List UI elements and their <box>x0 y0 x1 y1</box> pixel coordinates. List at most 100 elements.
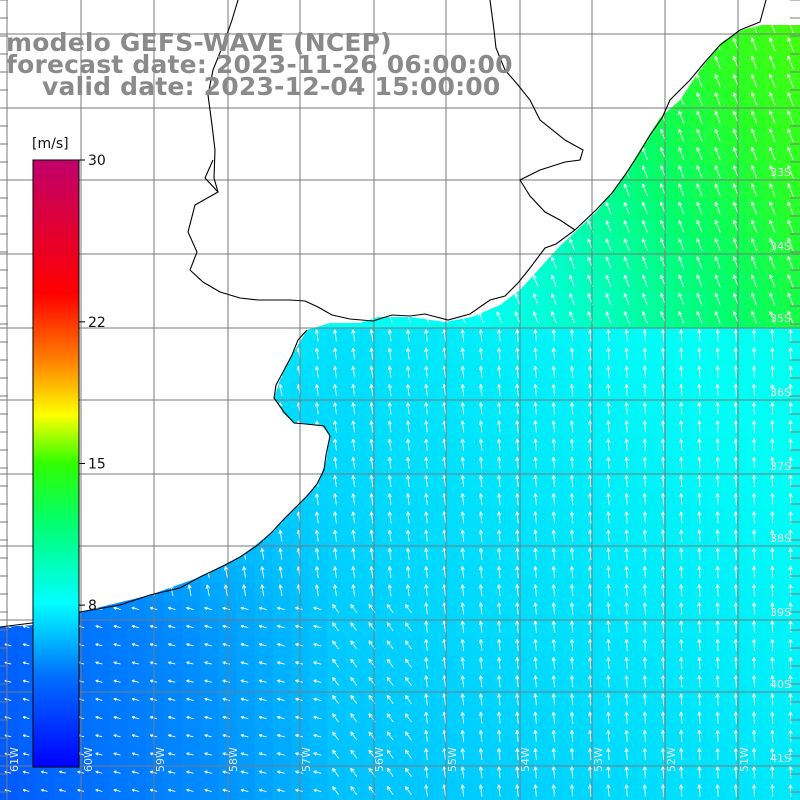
field-cell <box>182 764 201 784</box>
field-cell <box>709 746 729 765</box>
field-cell <box>455 455 474 474</box>
field-cell <box>509 655 529 674</box>
field-cell <box>455 728 474 747</box>
wind-arrow <box>423 293 430 305</box>
wind-arrow <box>460 711 465 724</box>
field-cell <box>473 673 492 693</box>
field-cell <box>691 200 711 219</box>
field-cell <box>764 600 784 620</box>
field-cell <box>418 436 438 456</box>
field-cell <box>418 655 438 674</box>
wind-arrow <box>350 165 357 178</box>
field-cell <box>345 782 365 800</box>
wind-arrow <box>150 238 157 251</box>
field-cell <box>309 273 329 292</box>
wind-arrow <box>606 675 611 688</box>
wind-arrow <box>459 202 466 215</box>
wind-arrow <box>242 438 247 451</box>
wind-arrow <box>478 675 484 688</box>
field-cell <box>127 709 147 729</box>
field-cell <box>182 0 201 19</box>
field-cell <box>691 309 711 329</box>
field-cell <box>673 455 693 474</box>
wind-arrow <box>569 584 575 597</box>
wind-arrow <box>23 202 29 215</box>
wind-arrow <box>186 770 194 774</box>
field-cell <box>254 509 274 529</box>
lon-label: 51W <box>738 747 751 772</box>
field-cell <box>564 546 583 565</box>
field-cell <box>382 509 401 529</box>
wind-arrow <box>259 202 266 215</box>
wind-arrow <box>788 748 793 761</box>
field-cell <box>291 728 310 747</box>
wind-arrow <box>131 734 139 738</box>
wind-arrow <box>424 584 429 597</box>
wind-arrow <box>678 201 685 215</box>
field-cell <box>182 455 201 474</box>
field-cell <box>327 145 347 165</box>
wind-arrow <box>333 547 338 560</box>
field-cell <box>509 345 529 365</box>
wind-arrow <box>606 748 611 761</box>
wind-arrow <box>424 365 429 378</box>
wind-arrow <box>223 493 229 506</box>
lat-label: 41S <box>770 752 791 765</box>
field-cell <box>618 200 638 219</box>
field-cell <box>491 655 511 674</box>
field-cell <box>382 145 401 165</box>
wind-arrow <box>697 729 702 742</box>
wind-arrow <box>606 784 611 797</box>
field-cell <box>236 400 256 420</box>
field-cell <box>182 582 201 602</box>
wind-arrow <box>642 25 648 33</box>
field-cell <box>746 746 765 765</box>
wind-arrow <box>496 202 503 215</box>
field-cell <box>728 655 747 674</box>
wind-arrow <box>405 402 411 415</box>
wind-arrow <box>478 529 484 542</box>
field-cell <box>673 691 693 711</box>
field-cell <box>637 728 656 747</box>
lat-label: 33S <box>770 166 791 179</box>
field-cell <box>673 473 693 492</box>
field-cell <box>0 0 19 19</box>
field-cell <box>546 418 565 438</box>
wind-arrow <box>258 770 267 774</box>
wind-arrow <box>168 715 176 720</box>
wind-arrow <box>769 128 776 143</box>
wind-arrow <box>460 420 465 433</box>
wind-arrow <box>167 606 176 610</box>
wind-arrow <box>787 25 794 34</box>
field-cell <box>182 182 201 201</box>
field-cell <box>527 109 547 128</box>
field-cell <box>200 728 219 747</box>
field-cell <box>637 200 656 219</box>
field-cell <box>163 327 183 347</box>
wind-arrow <box>296 293 302 305</box>
field-cell <box>600 418 620 438</box>
field-cell <box>236 109 256 128</box>
wind-arrow <box>204 715 212 720</box>
field-cell <box>163 655 183 674</box>
wind-arrow <box>333 566 338 579</box>
wind-arrow <box>660 402 666 415</box>
wind-arrow <box>569 256 575 269</box>
wind-arrow <box>223 420 229 433</box>
field-cell <box>163 291 183 310</box>
wind-arrow <box>715 383 720 397</box>
field-cell <box>127 527 147 547</box>
field-cell <box>254 127 274 147</box>
field-cell <box>418 582 438 602</box>
field-cell <box>163 382 183 401</box>
wind-arrow <box>260 548 265 560</box>
field-cell <box>400 436 420 456</box>
field-cell <box>291 418 310 438</box>
field-cell <box>0 455 19 474</box>
field-cell <box>273 709 292 729</box>
wind-arrow <box>405 111 412 124</box>
field-cell <box>527 728 547 747</box>
